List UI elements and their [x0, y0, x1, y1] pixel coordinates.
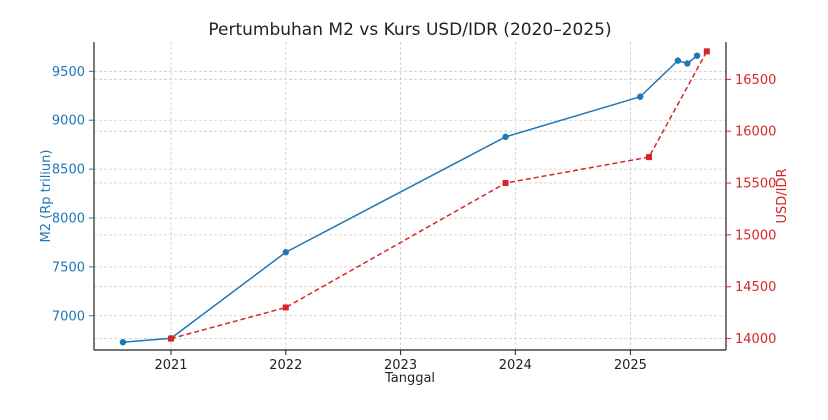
y-right-tick-label: 16000	[735, 125, 776, 140]
m2-data-point	[636, 93, 644, 100]
m2-data-point	[684, 60, 691, 67]
y-left-tick-label: 8500	[52, 163, 85, 178]
x-tick-label: 2022	[269, 358, 302, 373]
usd-idr-data-point	[502, 180, 509, 187]
grid-lines	[94, 42, 726, 350]
usd-idr-data-point	[645, 154, 652, 161]
axes	[93, 42, 727, 351]
y-axis-right-label: USD/IDR	[775, 168, 790, 223]
y-right-tick-label: 14000	[735, 332, 776, 347]
y-right-tick-label: 15500	[735, 177, 776, 192]
x-axis-label: Tanggal	[384, 371, 435, 386]
m2-series-line	[122, 55, 698, 343]
m2-data-point	[282, 249, 290, 256]
m2-data-point	[693, 52, 701, 59]
x-tick-label: 2024	[499, 358, 532, 373]
y-right-tick-label: 15000	[735, 228, 776, 243]
y-right-tick-label: 16500	[735, 73, 776, 88]
m2-data-point	[674, 57, 682, 64]
y-right-tick-label: 14500	[735, 280, 776, 295]
series-layer	[119, 48, 710, 346]
m2-data-point	[119, 338, 127, 346]
x-tick-label: 2023	[384, 358, 417, 373]
x-tick-label: 2021	[154, 358, 187, 373]
y-left-tick-label: 7500	[52, 260, 85, 275]
chart-title: Pertumbuhan M2 vs Kurs USD/IDR (2020–202…	[208, 20, 611, 40]
y-left-tick-label: 7000	[52, 309, 85, 324]
x-tick-label: 2025	[614, 358, 647, 373]
usd-idr-data-point	[168, 335, 175, 342]
ticks: 2021 2022 2023 2024 2025 7000 7500 8000 8500 9000…	[52, 65, 776, 373]
usd-idr-data-point	[282, 304, 289, 311]
m2-data-point	[502, 133, 509, 141]
y-left-tick-label: 9500	[52, 65, 85, 80]
usd-idr-data-point	[703, 48, 710, 55]
y-left-tick-label: 8000	[52, 212, 85, 227]
y-axis-left-label: M2 (Rp triliun)	[39, 150, 54, 243]
usd-idr-series-line	[170, 50, 708, 340]
y-left-tick-label: 9000	[52, 114, 85, 129]
